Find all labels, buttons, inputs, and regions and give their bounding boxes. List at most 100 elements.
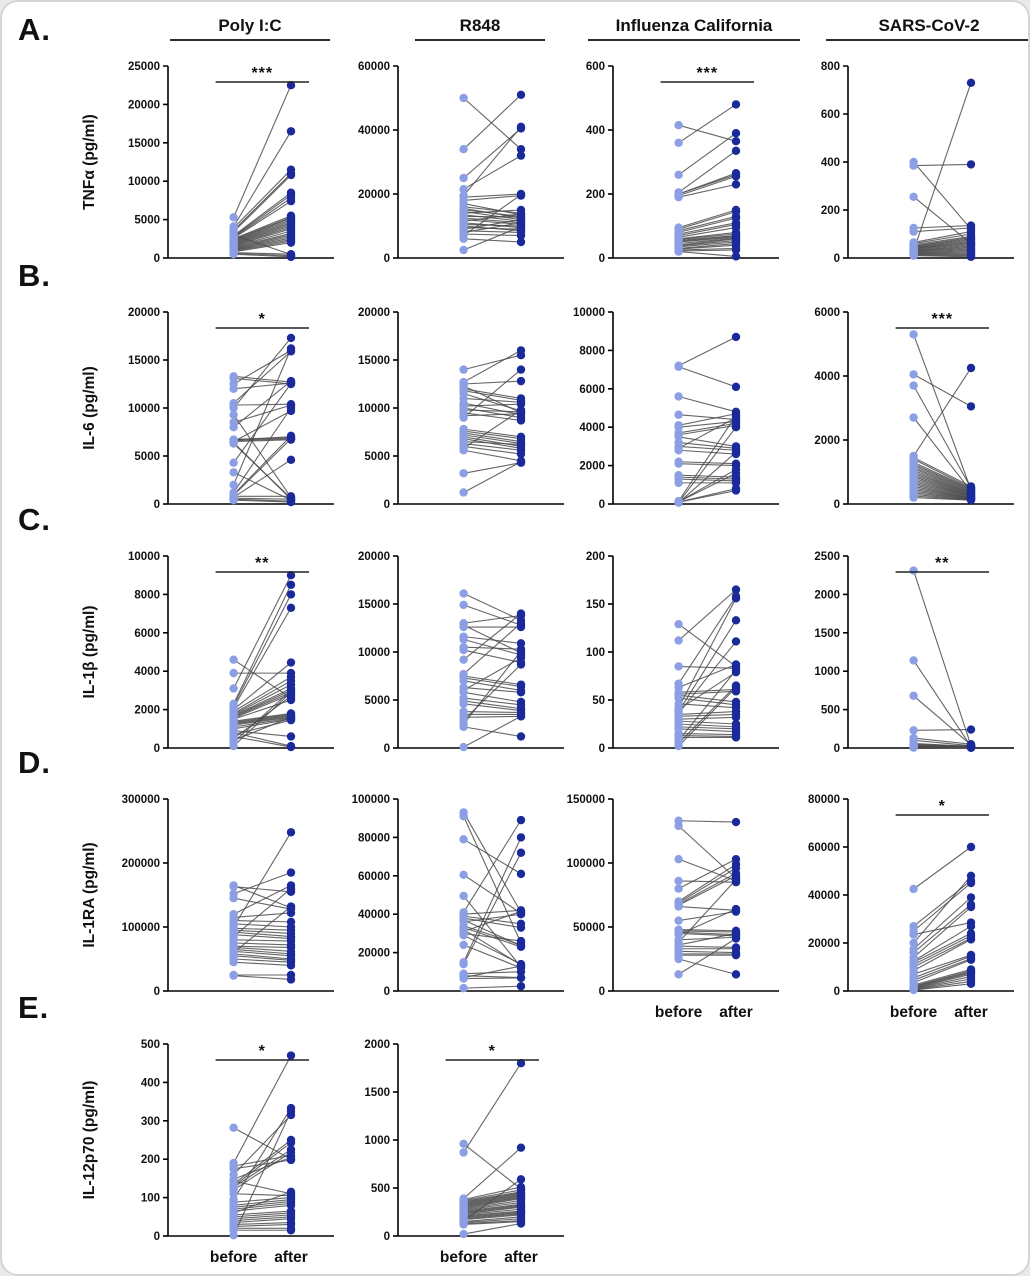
data-point-after (731, 137, 741, 146)
pair-line (678, 132, 737, 176)
pair-line (233, 240, 292, 252)
data-point-before (909, 985, 918, 995)
significance-stars: *** (696, 65, 718, 82)
pair-line (463, 812, 522, 913)
pair-line (678, 233, 737, 240)
data-point-after (516, 231, 526, 240)
pair-line (233, 906, 292, 954)
pair-line (233, 689, 292, 743)
pair-line (233, 414, 292, 498)
data-point-after (731, 904, 741, 914)
pair-line (233, 375, 292, 383)
data-point-after (286, 170, 296, 180)
column-header-poly-ic: Poly I:C (170, 16, 330, 41)
significance-stars: *** (251, 65, 273, 82)
y-tick-label: 100000 (352, 794, 390, 806)
y-tick-label: 0 (834, 986, 840, 998)
data-point-before (674, 193, 683, 202)
data-point-before (909, 691, 918, 700)
pair-line (463, 852, 522, 965)
pair-line (913, 570, 972, 746)
significance-stars: * (259, 1043, 266, 1060)
pair-line (913, 468, 972, 493)
x-label-after: after (274, 1249, 308, 1266)
x-label-before: before (210, 1249, 258, 1266)
pair-line (463, 622, 522, 675)
y-tick-label: 10000 (358, 403, 390, 415)
pair-line (233, 217, 292, 241)
data-point-after (731, 616, 741, 625)
pair-line (678, 103, 737, 144)
pair-line (463, 592, 522, 621)
pair-line (913, 251, 972, 254)
pair-line (913, 249, 972, 253)
pair-line (233, 1191, 292, 1214)
pair-line (678, 243, 737, 249)
pair-line (463, 700, 522, 710)
pair-line (913, 972, 972, 988)
pair-line (463, 910, 522, 932)
y-tick-label: 2500 (814, 551, 840, 563)
pair-line (678, 880, 737, 883)
pair-line (678, 223, 737, 237)
pair-line (233, 945, 292, 949)
pair-line (913, 968, 972, 986)
pair-line (233, 200, 292, 239)
pair-line (678, 905, 737, 911)
panel-d-r848: 0 20000 40000 60000 80000 100000 (332, 781, 567, 1036)
y-axis-label-il12p70: IL-12p70 (pg/ml) (81, 1080, 98, 1200)
data-point-before (909, 493, 918, 502)
data-point-after (731, 950, 741, 960)
pair-line (233, 435, 292, 495)
pair-line (678, 436, 737, 447)
pair-line (233, 1218, 292, 1224)
pair-line (233, 929, 292, 934)
data-point-after (286, 81, 296, 90)
pair-line (233, 192, 292, 237)
data-point-after (286, 603, 296, 613)
pair-line (463, 977, 522, 980)
pair-line (463, 677, 522, 688)
y-tick-label: 0 (599, 499, 605, 511)
pair-line (463, 917, 522, 929)
y-tick-label: 8000 (579, 345, 605, 357)
pair-line (233, 226, 292, 246)
pair-line (463, 445, 522, 455)
data-point-before (459, 413, 468, 422)
data-point-after (731, 683, 741, 692)
data-point-before (674, 423, 683, 432)
data-point-after (516, 151, 526, 160)
data-point-after (731, 875, 741, 884)
pair-line (463, 354, 522, 371)
pair-line (233, 439, 292, 443)
pair-line (463, 1206, 522, 1215)
pair-line (463, 697, 522, 706)
y-tick-label: 100000 (567, 858, 605, 870)
y-tick-label: 5000 (134, 451, 160, 463)
pair-line (678, 945, 737, 949)
data-point-before (229, 374, 238, 383)
pair-line (913, 954, 972, 975)
data-point-after (731, 478, 741, 488)
pair-line (463, 638, 522, 656)
pair-line (233, 948, 292, 955)
y-tick-label: 20000 (128, 307, 160, 319)
data-point-before (459, 927, 468, 936)
data-point-after (286, 333, 296, 343)
pair-line (463, 1199, 522, 1210)
data-point-after (286, 580, 296, 589)
y-tick-label: 4000 (579, 422, 605, 434)
data-point-after (731, 469, 741, 478)
pair-line (233, 942, 292, 946)
pair-line (678, 936, 737, 941)
data-point-before (229, 403, 238, 413)
data-point-before (229, 480, 238, 489)
pair-line (233, 194, 292, 237)
pair-line (463, 1193, 522, 1204)
data-point-after (966, 252, 976, 261)
data-point-after (731, 146, 741, 155)
pair-line (233, 222, 292, 244)
y-tick-label: 60000 (358, 871, 390, 883)
data-point-after (516, 815, 526, 825)
pair-line (233, 689, 292, 717)
